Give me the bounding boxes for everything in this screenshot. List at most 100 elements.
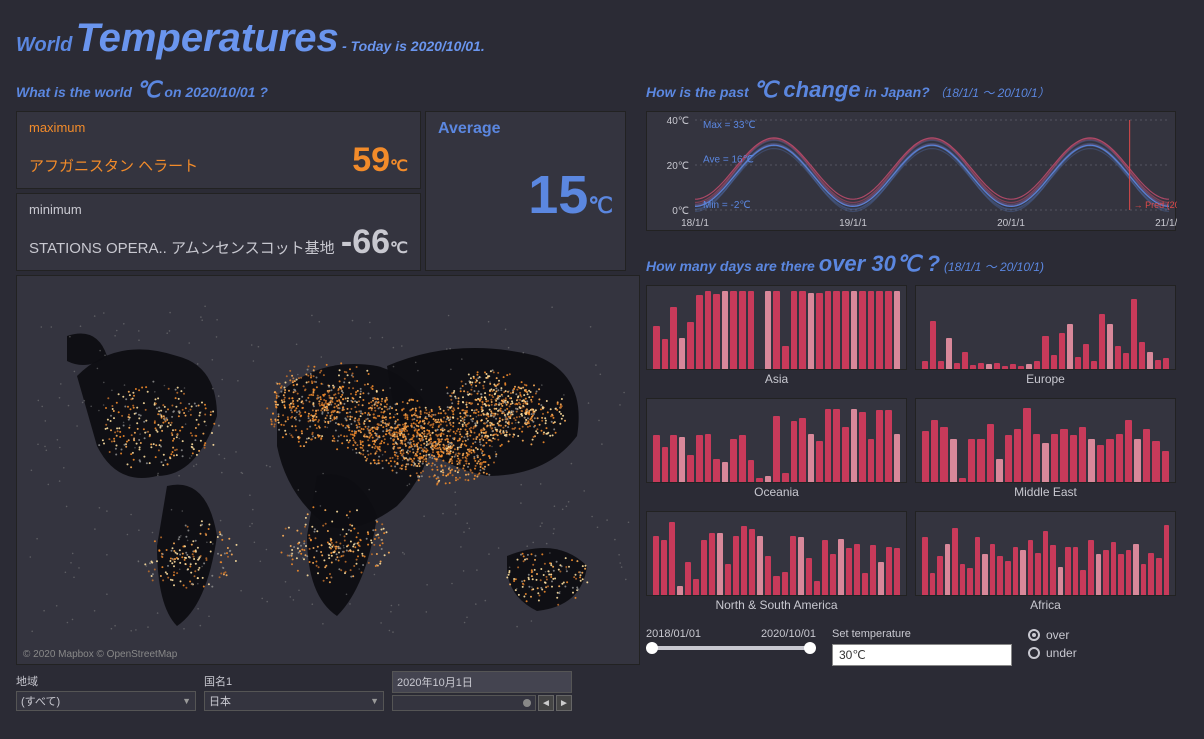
date-prev-button[interactable]: ◄ (538, 695, 554, 711)
bar (922, 431, 929, 482)
left-controls: 地域 (すべて) ▼ 国名1 日本 ▼ 2020年10月1日 ◄ ► (16, 671, 626, 711)
radio-over[interactable]: over (1028, 628, 1077, 642)
bar (978, 363, 984, 369)
lc-title-unit: ℃ (753, 77, 778, 102)
bar (1073, 547, 1079, 595)
country-select[interactable]: 日本 ▼ (204, 691, 384, 711)
bar (885, 291, 892, 369)
bar (730, 439, 737, 482)
bar (1147, 352, 1153, 369)
temperature-input[interactable] (832, 644, 1012, 666)
linechart-svg: 40℃20℃0℃18/1/119/1/120/1/121/1/1Max = 33… (647, 112, 1177, 232)
over-under-control: over under (1028, 628, 1077, 664)
date-next-button[interactable]: ► (556, 695, 572, 711)
svg-text:20/1/1: 20/1/1 (997, 218, 1025, 229)
bar (1059, 333, 1065, 369)
radio-under[interactable]: under (1028, 646, 1077, 660)
bar (833, 409, 840, 482)
bar (842, 427, 849, 482)
bar (894, 434, 901, 482)
bar (825, 409, 832, 482)
radio-icon (1028, 629, 1040, 641)
bar (825, 291, 832, 369)
world-map[interactable]: © 2020 Mapbox © OpenStreetMap (16, 275, 640, 665)
bar (930, 573, 936, 595)
region-label: 地域 (16, 673, 196, 689)
bar (833, 291, 840, 369)
bar (987, 424, 994, 483)
region-bars[interactable] (646, 511, 907, 596)
bar (1131, 299, 1137, 369)
bar (773, 416, 780, 482)
lc-title-prefix: How is the past (646, 84, 753, 100)
bar (940, 427, 947, 482)
chevron-down-icon: ▼ (182, 696, 191, 706)
bar (748, 291, 755, 369)
bar (922, 537, 928, 595)
bar (696, 435, 703, 482)
svg-text:→ Pred (2020/10/01~): → Pred (2020/10/01~) (1134, 200, 1177, 210)
header-date: - Today is 2020/10/01. (342, 38, 485, 54)
bar (705, 291, 712, 369)
bar (977, 439, 984, 482)
bar (842, 291, 849, 369)
date-range-control: 2018/01/01 2020/10/01 (646, 628, 816, 656)
kpi-max-card: maximum アフガニスタン ヘラート 59℃ (16, 111, 421, 189)
bar (791, 291, 798, 369)
bar (670, 435, 677, 482)
bar (693, 579, 699, 595)
header-temperatures: Temperatures (76, 16, 339, 60)
country-label: 国名1 (204, 673, 384, 689)
region-label: Africa (915, 596, 1176, 616)
region-bars[interactable] (646, 398, 907, 483)
bar (1060, 429, 1067, 482)
bar (662, 447, 669, 482)
bar (1133, 544, 1139, 595)
range-slider[interactable] (650, 646, 812, 650)
kpi-avg-label: Average (438, 120, 613, 138)
bar (1002, 366, 1008, 369)
lc-title-suffix: in Japan? (860, 84, 929, 100)
region-north-south-america: North & South America (646, 511, 907, 616)
left-section-title: What is the world ℃ on 2020/10/01 ? (16, 77, 626, 103)
reg-title-range: (18/1/1 ～ 20/10/1) (944, 260, 1044, 274)
bar (1164, 525, 1170, 595)
bar (1111, 542, 1117, 595)
region-bars[interactable] (646, 285, 907, 370)
bar (1035, 553, 1041, 595)
bar (696, 295, 703, 369)
region-bars[interactable] (915, 511, 1176, 596)
date-slider[interactable] (392, 695, 536, 711)
bar (806, 558, 812, 595)
radio-over-label: over (1046, 628, 1069, 642)
bar (1125, 420, 1132, 482)
bar (1042, 336, 1048, 369)
bar (782, 346, 789, 369)
bar (1088, 540, 1094, 595)
right-controls: 2018/01/01 2020/10/01 Set temperature ov… (646, 628, 1176, 666)
bar (1116, 434, 1123, 482)
region-select[interactable]: (すべて) ▼ (16, 691, 196, 711)
bar (782, 473, 789, 482)
bar (1020, 550, 1026, 595)
bar (894, 291, 901, 369)
bar (661, 540, 667, 595)
bar (814, 581, 820, 595)
bar (968, 439, 975, 482)
bar (938, 361, 944, 369)
japan-linechart[interactable]: 40℃20℃0℃18/1/119/1/120/1/121/1/1Max = 33… (646, 111, 1176, 231)
bar (1083, 344, 1089, 369)
bar (808, 293, 815, 369)
bar (859, 291, 866, 369)
region-bars[interactable] (915, 398, 1176, 483)
bar (1118, 554, 1124, 595)
kpi-avg-card: Average 15℃ (425, 111, 626, 271)
bar (713, 459, 720, 482)
bar (679, 437, 686, 482)
bar (851, 291, 858, 369)
bar (1079, 427, 1086, 482)
region-bars[interactable] (915, 285, 1176, 370)
bar (653, 536, 659, 595)
chevron-down-icon: ▼ (370, 696, 379, 706)
bar (886, 547, 892, 595)
